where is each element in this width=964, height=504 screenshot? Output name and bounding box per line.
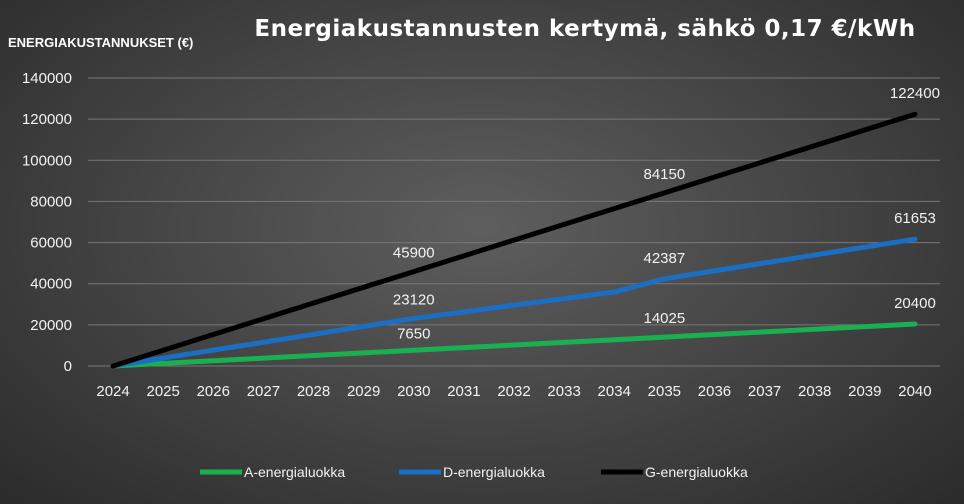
- y-tick-label: 0: [64, 358, 72, 375]
- y-tick-label: 20000: [30, 317, 72, 334]
- x-tick-label: 2036: [698, 383, 731, 400]
- data-label: 122400: [890, 85, 940, 102]
- x-tick-label: 2032: [497, 383, 530, 400]
- series-line-d-energialuokka: [110, 236, 918, 369]
- x-tick-label: 2031: [447, 383, 480, 400]
- data-label: 61653: [894, 210, 936, 227]
- y-tick-label: 120000: [22, 111, 72, 128]
- y-tick-label: 60000: [30, 235, 72, 252]
- data-label: 23120: [393, 291, 435, 308]
- gridlines: [88, 77, 940, 367]
- x-tick-label: 2026: [197, 383, 230, 400]
- x-tick-label: 2029: [347, 383, 380, 400]
- x-tick-label: 2025: [146, 383, 179, 400]
- x-tick-label: 2027: [247, 383, 280, 400]
- x-tick-label: 2030: [397, 383, 430, 400]
- x-tick-label: 2039: [848, 383, 881, 400]
- x-tick-label: 2037: [748, 383, 781, 400]
- data-label: 84150: [643, 166, 685, 183]
- series-line-g-energialuokka: [110, 111, 918, 369]
- x-axis-ticks: 2024 2025 2026 2027 2028 2029 2030 2031 2032 2033…: [96, 383, 931, 400]
- x-tick-label: 2038: [798, 383, 831, 400]
- y-axis-label: ENERGIAKUSTANNUKSET (€): [8, 35, 193, 50]
- y-axis-ticks: 0 20000 40000 60000 80000 100000 120000 140000: [22, 70, 72, 375]
- x-tick-label: 2033: [547, 383, 580, 400]
- x-tick-label: 2024: [96, 383, 129, 400]
- data-label: 7650: [397, 325, 430, 342]
- y-tick-label: 40000: [30, 276, 72, 293]
- legend-label: A-energialuokka: [244, 464, 345, 480]
- legend: A-energialuokka D-energialuokka G-energial…: [200, 464, 748, 480]
- series-lines: [110, 111, 918, 369]
- data-label: 42387: [643, 250, 685, 267]
- legend-label: G-energialuokka: [645, 464, 748, 480]
- x-tick-label: 2040: [898, 383, 931, 400]
- y-tick-label: 80000: [30, 193, 72, 210]
- x-tick-label: 2035: [648, 383, 681, 400]
- data-label: 45900: [393, 245, 435, 262]
- data-labels: 7650 14025 20400 23120 42387 61653 45900 84150 1…: [393, 85, 940, 342]
- data-label: 14025: [643, 310, 685, 327]
- series-line-a-energialuokka: [110, 321, 918, 369]
- chart-title: Energiakustannusten kertymä, sähkö 0,17 …: [254, 16, 915, 42]
- y-tick-label: 100000: [22, 152, 72, 169]
- legend-label: D-energialuokka: [443, 464, 545, 480]
- x-tick-label: 2028: [297, 383, 330, 400]
- data-label: 20400: [894, 295, 936, 312]
- y-tick-label: 140000: [22, 70, 72, 87]
- x-tick-label: 2034: [598, 383, 631, 400]
